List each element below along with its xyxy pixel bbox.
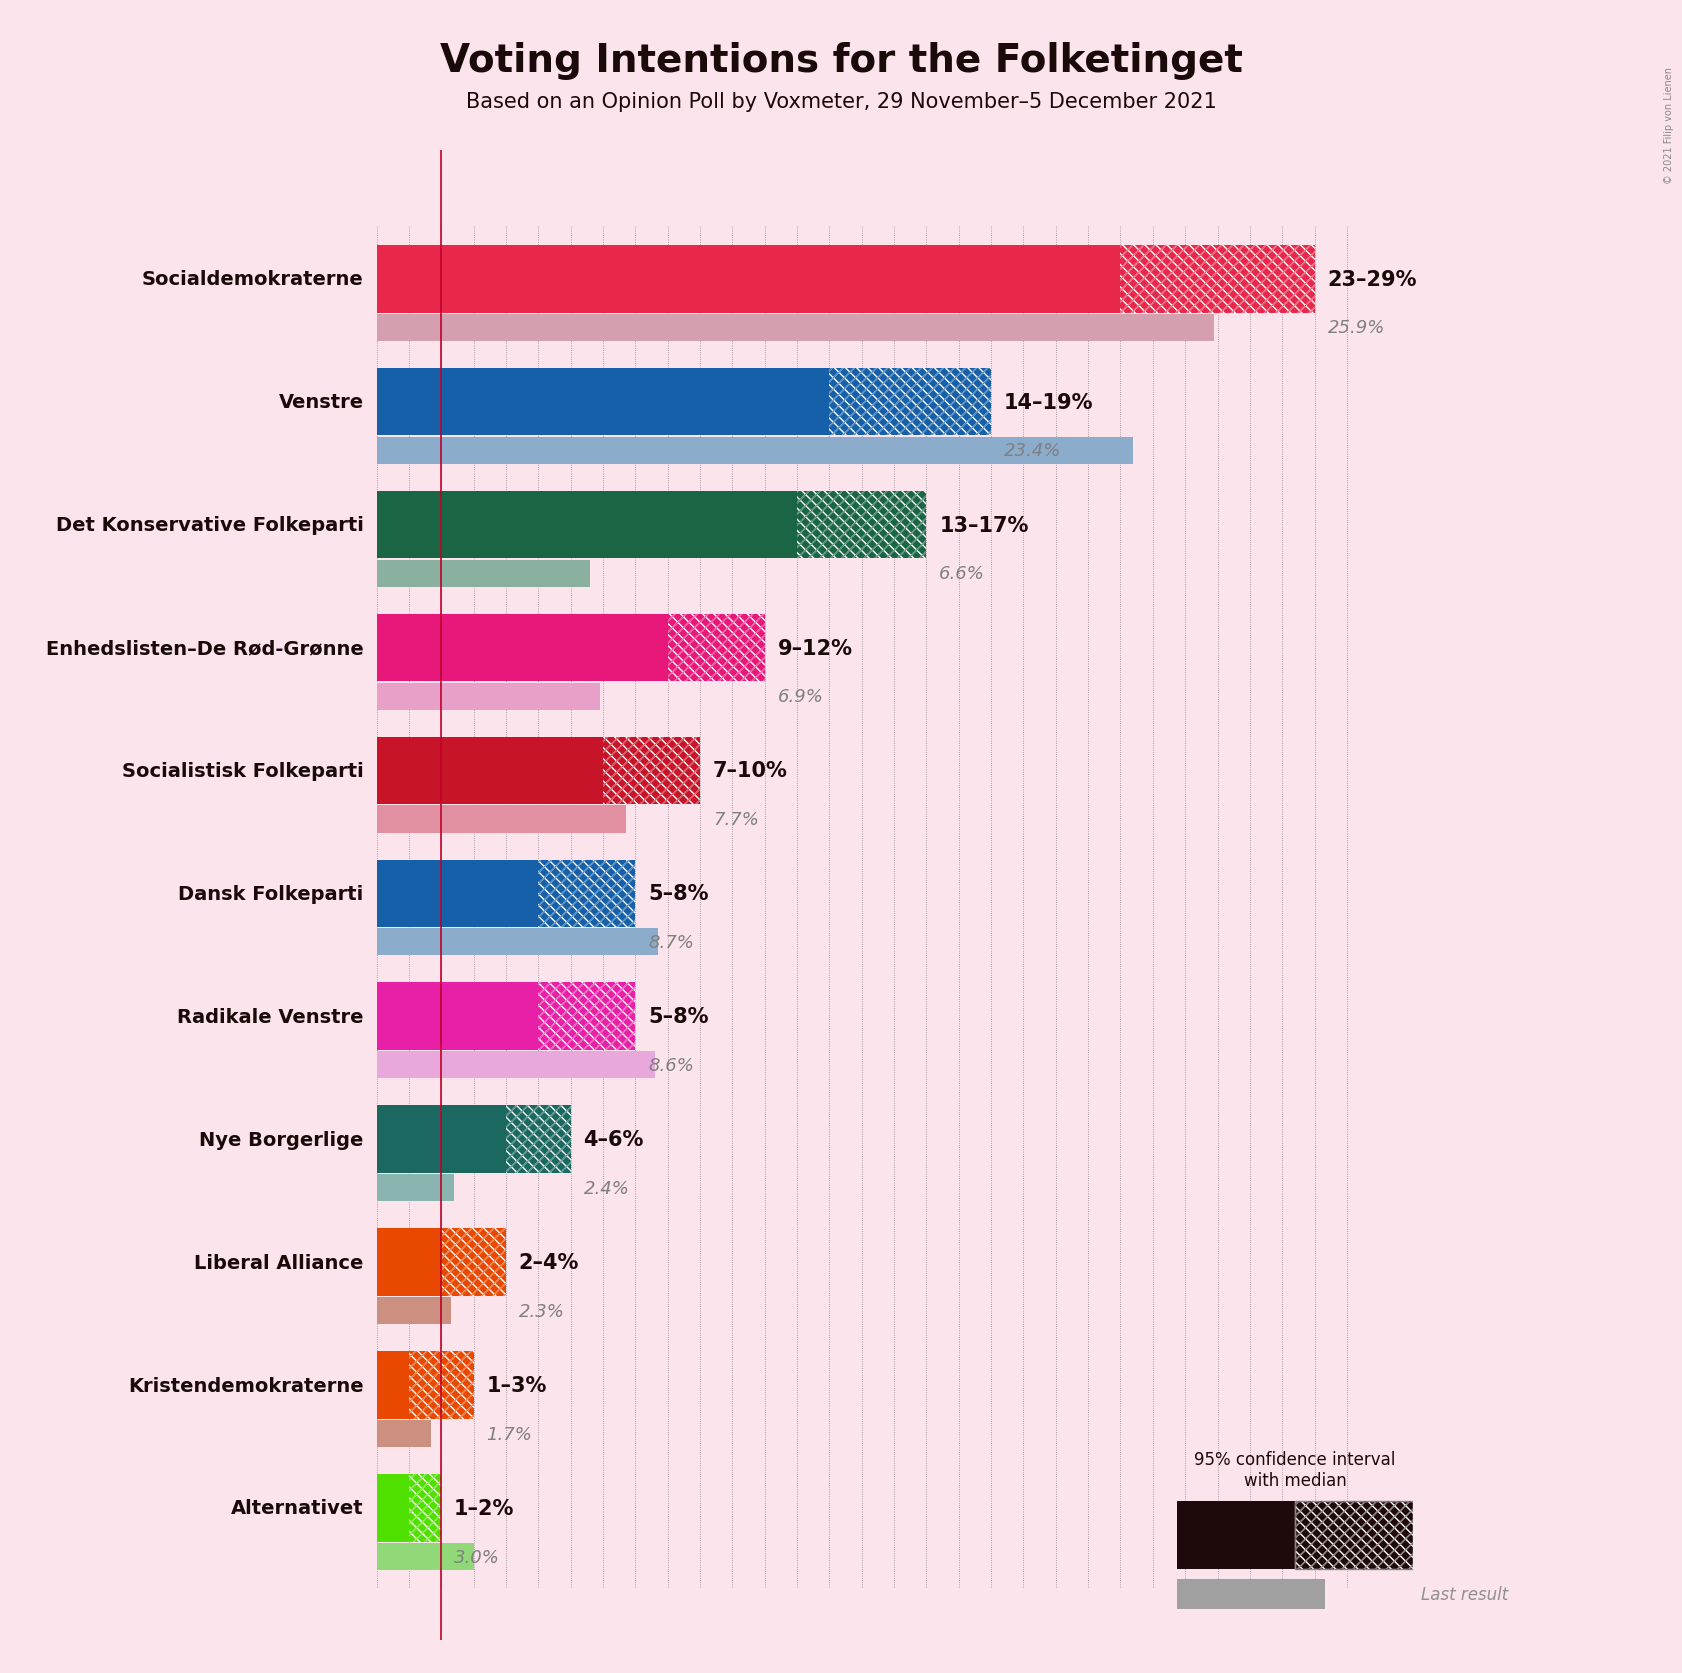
Bar: [538, 860, 636, 927]
Bar: [409, 1474, 441, 1543]
Bar: [409, 1352, 474, 1419]
Text: 7–10%: 7–10%: [713, 761, 787, 781]
Bar: [377, 1052, 654, 1079]
Text: © 2021 Filip von Lienen: © 2021 Filip von Lienen: [1663, 67, 1674, 184]
Bar: [797, 492, 927, 559]
Text: 23.4%: 23.4%: [1004, 442, 1061, 460]
Bar: [377, 1106, 506, 1173]
Text: Det Konservative Folkeparti: Det Konservative Folkeparti: [56, 515, 363, 535]
Text: Venstre: Venstre: [279, 393, 363, 412]
Bar: [377, 492, 797, 559]
Bar: [829, 368, 991, 437]
Bar: [441, 1228, 506, 1297]
Text: 5–8%: 5–8%: [648, 1007, 708, 1027]
Bar: [538, 984, 636, 1051]
Bar: [377, 1228, 441, 1297]
Bar: [506, 1106, 570, 1173]
Text: 8.7%: 8.7%: [648, 934, 695, 952]
Text: Enhedslisten–De Rød-Grønne: Enhedslisten–De Rød-Grønne: [45, 639, 363, 657]
Bar: [1177, 1579, 1324, 1609]
Bar: [377, 806, 626, 833]
Bar: [409, 1474, 441, 1543]
Bar: [377, 683, 600, 709]
Bar: [602, 738, 700, 805]
Text: 8.6%: 8.6%: [648, 1056, 695, 1074]
Bar: [1120, 246, 1315, 313]
Text: Radikale Venstre: Radikale Venstre: [177, 1007, 363, 1026]
Text: Socialistisk Folkeparti: Socialistisk Folkeparti: [121, 761, 363, 781]
Bar: [377, 738, 602, 805]
Bar: [377, 1474, 409, 1543]
Bar: [409, 1474, 441, 1543]
Bar: [668, 614, 765, 683]
Text: 23–29%: 23–29%: [1327, 269, 1416, 289]
Text: Alternativet: Alternativet: [230, 1499, 363, 1517]
Text: 13–17%: 13–17%: [939, 515, 1029, 535]
Text: 95% confidence interval
with median: 95% confidence interval with median: [1194, 1450, 1396, 1489]
Bar: [377, 368, 829, 437]
Bar: [797, 492, 927, 559]
Text: 1–2%: 1–2%: [454, 1497, 515, 1517]
Text: Dansk Folkeparti: Dansk Folkeparti: [178, 885, 363, 903]
Text: Liberal Alliance: Liberal Alliance: [193, 1253, 363, 1271]
Text: 14–19%: 14–19%: [1004, 393, 1093, 413]
Bar: [377, 1297, 451, 1325]
Bar: [377, 315, 1214, 341]
Text: 2–4%: 2–4%: [518, 1253, 579, 1273]
Bar: [602, 738, 700, 805]
Bar: [1295, 1501, 1413, 1569]
Bar: [377, 1420, 432, 1447]
Bar: [377, 1352, 409, 1419]
Text: Voting Intentions for the Folketinget: Voting Intentions for the Folketinget: [439, 42, 1243, 80]
Bar: [829, 368, 991, 437]
Text: 1–3%: 1–3%: [486, 1375, 547, 1395]
Bar: [1295, 1501, 1413, 1569]
Bar: [538, 860, 636, 927]
Bar: [668, 614, 765, 683]
Bar: [538, 984, 636, 1051]
Bar: [602, 738, 700, 805]
Text: Socialdemokraterne: Socialdemokraterne: [141, 269, 363, 289]
Bar: [506, 1106, 570, 1173]
Bar: [538, 860, 636, 927]
Bar: [377, 1174, 454, 1201]
Bar: [377, 614, 668, 683]
Text: 25.9%: 25.9%: [1327, 320, 1384, 336]
Text: 2.3%: 2.3%: [518, 1302, 565, 1320]
Bar: [829, 368, 991, 437]
Text: Last result: Last result: [1421, 1586, 1509, 1603]
Bar: [441, 1228, 506, 1297]
Text: 1.7%: 1.7%: [486, 1425, 533, 1442]
Text: Kristendemokraterne: Kristendemokraterne: [128, 1375, 363, 1395]
Bar: [377, 560, 590, 587]
Bar: [1120, 246, 1315, 313]
Text: 6.9%: 6.9%: [777, 688, 824, 706]
Bar: [377, 860, 538, 927]
Text: 2.4%: 2.4%: [584, 1179, 629, 1198]
Text: 3.0%: 3.0%: [454, 1548, 500, 1566]
Text: Nye Borgerlige: Nye Borgerlige: [198, 1129, 363, 1149]
Bar: [377, 984, 538, 1051]
Bar: [506, 1106, 570, 1173]
Bar: [1177, 1501, 1295, 1569]
Text: 6.6%: 6.6%: [939, 565, 986, 582]
Bar: [377, 437, 1134, 465]
Bar: [409, 1352, 474, 1419]
Bar: [797, 492, 927, 559]
Text: Based on an Opinion Poll by Voxmeter, 29 November–5 December 2021: Based on an Opinion Poll by Voxmeter, 29…: [466, 92, 1216, 112]
Bar: [441, 1228, 506, 1297]
Bar: [377, 1543, 474, 1571]
Text: 9–12%: 9–12%: [777, 637, 853, 657]
Bar: [1120, 246, 1315, 313]
Bar: [409, 1352, 474, 1419]
Bar: [377, 929, 658, 955]
Text: 5–8%: 5–8%: [648, 883, 708, 903]
Text: 4–6%: 4–6%: [584, 1129, 644, 1149]
Bar: [668, 614, 765, 683]
Bar: [538, 984, 636, 1051]
Text: 7.7%: 7.7%: [713, 810, 759, 828]
Bar: [377, 246, 1120, 313]
